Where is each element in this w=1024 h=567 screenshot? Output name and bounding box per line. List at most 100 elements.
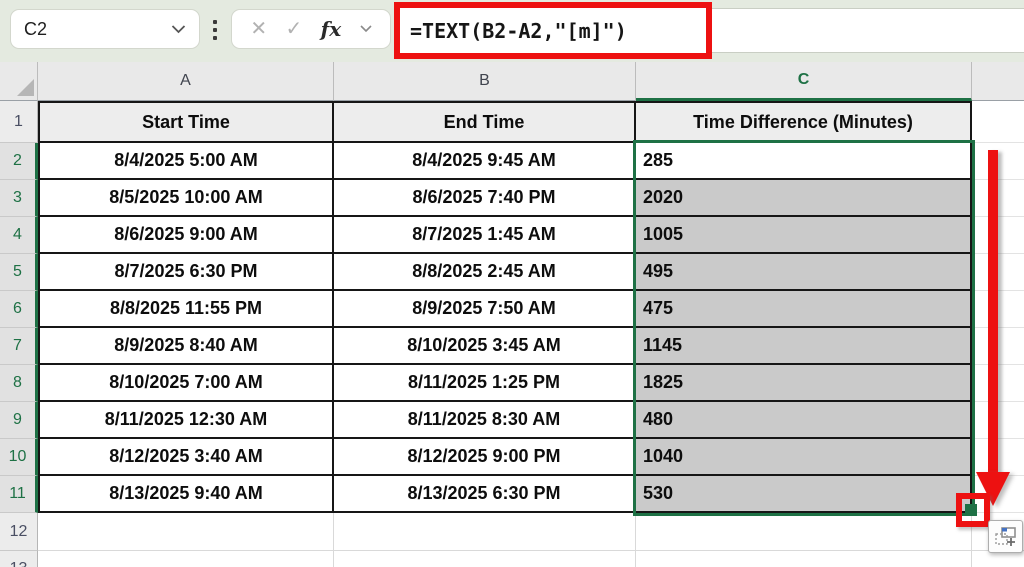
formula-text[interactable]: =TEXT(B2-A2,"[m]") [410, 18, 627, 43]
table-row: 8 8/10/2025 7:00 AM 8/11/2025 1:25 PM 18… [0, 365, 1024, 402]
cancel-button[interactable]: ✕ [250, 18, 268, 40]
row-header-6[interactable]: 6 [0, 291, 38, 328]
cell-b4[interactable]: 8/7/2025 1:45 AM [334, 217, 636, 254]
cell-b9[interactable]: 8/11/2025 8:30 AM [334, 402, 636, 439]
empty-cell[interactable] [972, 217, 1024, 254]
empty-cell-a12[interactable] [38, 513, 334, 551]
red-arrow-head-icon [976, 472, 1010, 506]
cell-c4[interactable]: 1005 [636, 217, 972, 254]
empty-cell-d1[interactable] [972, 101, 1024, 143]
row-header-7[interactable]: 7 [0, 328, 38, 365]
row-header-5[interactable]: 5 [0, 254, 38, 291]
table-row: 4 8/6/2025 9:00 AM 8/7/2025 1:45 AM 1005 [0, 217, 1024, 254]
row-header-8[interactable]: 8 [0, 365, 38, 402]
table-row: 7 8/9/2025 8:40 AM 8/10/2025 3:45 AM 114… [0, 328, 1024, 365]
cell-c1[interactable]: Time Difference (Minutes) [636, 101, 972, 143]
column-header-b[interactable]: B [334, 62, 636, 101]
row-header-13[interactable]: 13 [0, 551, 38, 567]
cell-c3[interactable]: 2020 [636, 180, 972, 217]
formula-highlight-box: =TEXT(B2-A2,"[m]") [394, 2, 712, 59]
cell-b5[interactable]: 8/8/2025 2:45 AM [334, 254, 636, 291]
empty-cell-b13[interactable] [334, 551, 636, 567]
red-arrow-line [988, 150, 998, 474]
name-box[interactable]: C2 [10, 9, 200, 49]
cell-c11[interactable]: 530 [636, 476, 972, 513]
table-row: 6 8/8/2025 11:55 PM 8/9/2025 7:50 AM 475 [0, 291, 1024, 328]
cell-b8[interactable]: 8/11/2025 1:25 PM [334, 365, 636, 402]
cell-b7[interactable]: 8/10/2025 3:45 AM [334, 328, 636, 365]
cell-a11[interactable]: 8/13/2025 9:40 AM [38, 476, 334, 513]
cell-b11[interactable]: 8/13/2025 6:30 PM [334, 476, 636, 513]
table-row: 12 [0, 513, 1024, 551]
empty-cell[interactable] [972, 402, 1024, 439]
empty-cell-d13[interactable] [972, 551, 1024, 567]
cell-a10[interactable]: 8/12/2025 3:40 AM [38, 439, 334, 476]
row-header-9[interactable]: 9 [0, 402, 38, 439]
select-all-triangle-icon [17, 79, 34, 96]
chevron-down-icon[interactable] [171, 24, 186, 34]
empty-cell-a13[interactable] [38, 551, 334, 567]
cell-c10[interactable]: 1040 [636, 439, 972, 476]
fx-chevron-down-icon[interactable] [359, 25, 372, 33]
cell-a2[interactable]: 8/4/2025 5:00 AM [38, 143, 334, 180]
cell-b3[interactable]: 8/6/2025 7:40 PM [334, 180, 636, 217]
cell-a4[interactable]: 8/6/2025 9:00 AM [38, 217, 334, 254]
cell-a5[interactable]: 8/7/2025 6:30 PM [38, 254, 334, 291]
fill-handle[interactable] [965, 504, 977, 516]
table-row: 3 8/5/2025 10:00 AM 8/6/2025 7:40 PM 202… [0, 180, 1024, 217]
cell-a8[interactable]: 8/10/2025 7:00 AM [38, 365, 334, 402]
insert-function-button[interactable]: fx [320, 17, 342, 41]
empty-cell[interactable] [972, 328, 1024, 365]
cell-c5[interactable]: 495 [636, 254, 972, 291]
cell-c9[interactable]: 480 [636, 402, 972, 439]
cell-a6[interactable]: 8/8/2025 11:55 PM [38, 291, 334, 328]
cell-c7[interactable]: 1145 [636, 328, 972, 365]
cell-b1[interactable]: End Time [334, 101, 636, 143]
column-header-d[interactable] [972, 62, 1024, 101]
cell-c6[interactable]: 475 [636, 291, 972, 328]
empty-cell-c13[interactable] [636, 551, 972, 567]
row-header-2[interactable]: 2 [0, 143, 38, 180]
formula-toolbar: C2 ✕ ✓ fx =TEXT(B2-A2,"[m]") [0, 0, 1024, 62]
enter-button[interactable]: ✓ [285, 18, 303, 40]
empty-cell[interactable] [972, 439, 1024, 476]
name-box-value: C2 [24, 18, 48, 39]
row-header-3[interactable]: 3 [0, 180, 38, 217]
column-header-a[interactable]: A [38, 62, 334, 101]
row-header-11[interactable]: 11 [0, 476, 38, 513]
table-row: 5 8/7/2025 6:30 PM 8/8/2025 2:45 AM 495 [0, 254, 1024, 291]
empty-cell[interactable] [972, 365, 1024, 402]
row-header-10[interactable]: 10 [0, 439, 38, 476]
table-row: 1 Start Time End Time Time Difference (M… [0, 101, 1024, 143]
cell-a1[interactable]: Start Time [38, 101, 334, 143]
empty-cell[interactable] [972, 180, 1024, 217]
table-row: 9 8/11/2025 12:30 AM 8/11/2025 8:30 AM 4… [0, 402, 1024, 439]
empty-cell[interactable] [972, 291, 1024, 328]
autofill-options-button[interactable] [988, 520, 1023, 553]
cell-c2-active[interactable]: 285 [636, 143, 972, 180]
column-headers: A B C [0, 62, 1024, 101]
cell-c8[interactable]: 1825 [636, 365, 972, 402]
table-row: 2 8/4/2025 5:00 AM 8/4/2025 9:45 AM 285 [0, 143, 1024, 180]
row-header-12[interactable]: 12 [0, 513, 38, 551]
cell-b6[interactable]: 8/9/2025 7:50 AM [334, 291, 636, 328]
row-header-4[interactable]: 4 [0, 217, 38, 254]
table-row: 13 [0, 551, 1024, 567]
column-header-c[interactable]: C [636, 62, 972, 101]
autofill-options-icon [994, 526, 1016, 546]
cell-b10[interactable]: 8/12/2025 9:00 PM [334, 439, 636, 476]
formula-bar-splitter-icon[interactable] [213, 20, 217, 40]
empty-cell[interactable] [972, 254, 1024, 291]
cell-b2[interactable]: 8/4/2025 9:45 AM [334, 143, 636, 180]
cell-a3[interactable]: 8/5/2025 10:00 AM [38, 180, 334, 217]
cell-a7[interactable]: 8/9/2025 8:40 AM [38, 328, 334, 365]
formula-button-group: ✕ ✓ fx [231, 9, 391, 49]
fill-handle-highlight-box [956, 493, 990, 527]
empty-cell-b12[interactable] [334, 513, 636, 551]
empty-cell-c12[interactable] [636, 513, 972, 551]
row-header-1[interactable]: 1 [0, 101, 38, 143]
empty-cell[interactable] [972, 143, 1024, 180]
select-all-button[interactable] [0, 62, 38, 101]
cell-a9[interactable]: 8/11/2025 12:30 AM [38, 402, 334, 439]
